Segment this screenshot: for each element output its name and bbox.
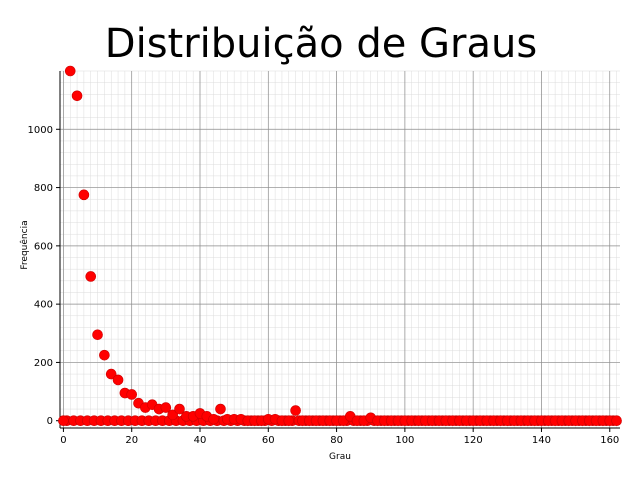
y-tick-label: 200 xyxy=(34,358,53,369)
x-tick-label: 40 xyxy=(194,435,207,446)
data-point xyxy=(71,90,83,102)
data-point xyxy=(99,349,110,361)
data-point xyxy=(58,415,69,427)
x-tick-label: 60 xyxy=(262,435,275,446)
data-point xyxy=(174,403,185,415)
minor-gridlines xyxy=(60,70,620,428)
data-point xyxy=(64,65,76,77)
major-gridlines xyxy=(60,71,620,428)
data-point xyxy=(112,374,124,386)
data-point xyxy=(290,405,301,416)
data-point xyxy=(126,389,138,400)
data-point xyxy=(78,189,90,201)
data-point xyxy=(611,415,622,427)
x-axis-ticks: 0 20 40 60 80 100 120 140 160 xyxy=(60,428,619,446)
x-tick-label: 100 xyxy=(395,435,414,446)
x-axis-label: Grau xyxy=(329,452,351,462)
data-point xyxy=(167,409,178,421)
data-point xyxy=(105,368,117,380)
x-tick-label: 0 xyxy=(60,435,66,446)
x-tick-label: 80 xyxy=(330,435,343,446)
x-tick-label: 160 xyxy=(600,435,619,446)
data-point xyxy=(215,403,226,415)
axes xyxy=(59,71,620,429)
data-point xyxy=(160,402,172,413)
data-points xyxy=(58,65,622,427)
chart-title: Distribuição de Graus xyxy=(105,21,537,67)
x-tick-label: 140 xyxy=(532,435,551,446)
y-tick-label: 600 xyxy=(34,241,53,252)
x-tick-label: 20 xyxy=(125,435,138,446)
y-tick-label: 400 xyxy=(34,300,53,311)
y-tick-label: 800 xyxy=(34,183,53,194)
y-tick-label: 0 xyxy=(47,416,53,427)
data-point xyxy=(85,271,97,282)
x-tick-label: 120 xyxy=(464,435,483,446)
y-axis-ticks: 0 200 400 600 800 1000 xyxy=(28,125,60,427)
data-point xyxy=(283,415,295,427)
data-point xyxy=(92,329,103,341)
y-tick-label: 1000 xyxy=(28,125,53,136)
y-axis-label: Frequência xyxy=(19,220,30,269)
data-point xyxy=(208,413,219,425)
